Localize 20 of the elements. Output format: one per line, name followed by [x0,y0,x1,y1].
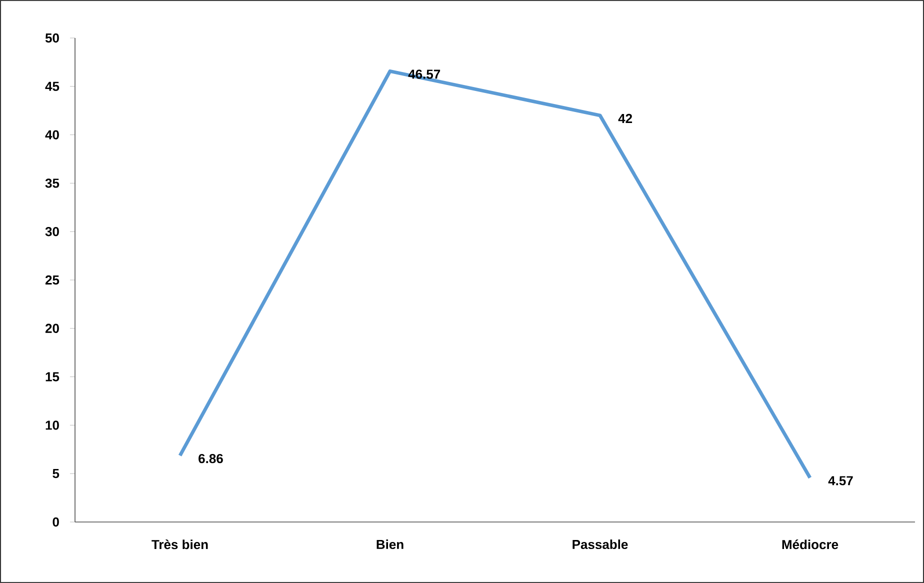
y-tick-label: 25 [45,275,60,285]
y-tick-label: 5 [52,469,60,478]
data-label: 46.57 [408,70,440,79]
y-tick-label: 35 [45,178,60,188]
y-tick-label: 10 [46,420,59,430]
y-tick-label: 20 [45,324,59,333]
data-label: 42 [618,114,632,123]
y-tick-label: 30 [45,226,59,236]
line-series [178,69,812,480]
x-tick-label: Médiocre [782,540,838,550]
x-tick-label: Très bien [152,540,208,550]
y-tick-label: 45 [45,82,60,91]
y-tick-label: 0 [52,517,59,527]
x-tick-label: Passable [572,540,628,550]
y-tick-label: 50 [45,33,59,43]
y-tick-label: 15 [46,372,60,382]
data-label: 6.86 [198,454,223,464]
data-label: 4.57 [828,476,853,486]
y-tick-label: 40 [45,130,59,140]
x-tick-label: Bien [376,540,404,550]
